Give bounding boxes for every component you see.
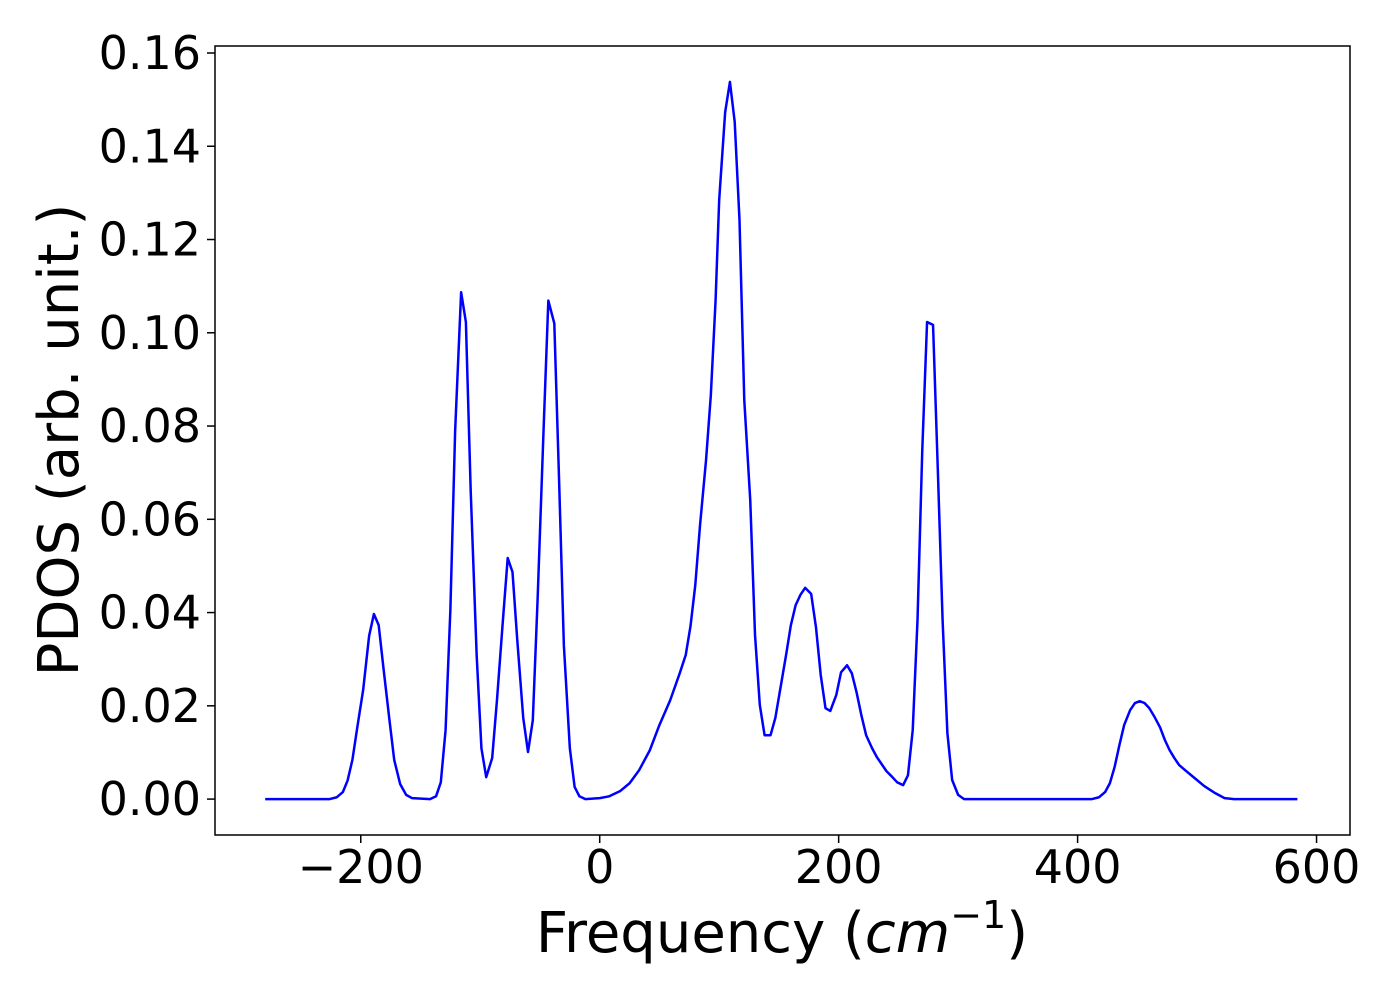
x-tick-label: 0 — [585, 840, 614, 894]
y-tick-label: 0.12 — [99, 213, 201, 267]
y-tick-label: 0.00 — [99, 772, 201, 826]
x-label-unit: cm — [865, 901, 950, 966]
y-tick-label: 0.06 — [99, 492, 201, 546]
y-tick-label: 0.14 — [99, 119, 201, 173]
plot-frame — [214, 45, 1351, 836]
y-tick-label: 0.02 — [99, 679, 201, 733]
data-line — [265, 80, 1298, 801]
y-tick-label: 0.16 — [99, 26, 201, 80]
x-tick-label: 200 — [795, 840, 883, 894]
x-tick-label: 600 — [1273, 840, 1361, 894]
y-tick-label: 0.08 — [99, 399, 201, 453]
x-tick-label: 400 — [1034, 840, 1122, 894]
y-axis-label: PDOS (arb. unit.) — [27, 204, 92, 677]
x-axis-label: Frequency (cm−1) — [536, 893, 1028, 966]
y-tick-label: 0.10 — [99, 306, 201, 360]
x-label-close: ) — [1006, 901, 1028, 966]
x-label-text: Frequency ( — [536, 901, 865, 966]
x-label-exponent: −1 — [950, 893, 1006, 937]
x-tick-label: −200 — [298, 840, 424, 894]
y-tick-label: 0.04 — [99, 586, 201, 640]
